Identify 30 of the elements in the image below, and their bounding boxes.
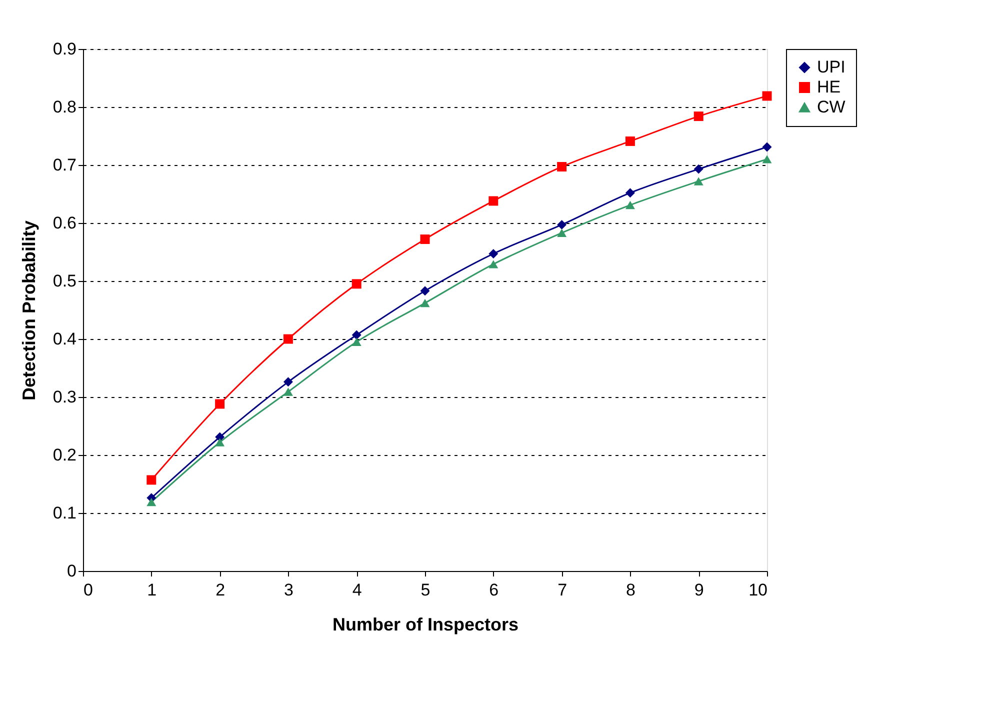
y-tick-label: 0.5 (52, 272, 76, 290)
x-tick-label: 3 (284, 580, 294, 600)
x-tick-label: 6 (489, 580, 499, 600)
y-tick-label: 0.3 (52, 388, 76, 406)
y-axis-title: Detection Probability (18, 220, 39, 401)
legend-label: HE (817, 78, 841, 96)
x-tick-label: 5 (420, 580, 430, 600)
x-axis-title: Number of Inspectors (332, 614, 519, 634)
y-tick-label: 0.2 (52, 446, 76, 464)
x-tick-label: 9 (694, 580, 704, 600)
y-tick-label: 0.6 (52, 214, 76, 232)
point (488, 248, 498, 258)
y-tick-label: 0.8 (52, 98, 76, 116)
point (557, 162, 567, 172)
point (557, 220, 567, 230)
y-tick-label: 0.4 (52, 330, 76, 348)
x-tick-label: 0 (84, 580, 93, 600)
legend-label: UPI (817, 58, 846, 76)
x-tick-label: 4 (352, 580, 362, 600)
x-tick-label: 7 (558, 580, 568, 600)
x-tick-label: 1 (147, 580, 157, 600)
point (420, 234, 430, 244)
x-tick-label: 8 (626, 580, 636, 600)
y-tick-label: 0.9 (52, 40, 76, 58)
y-tick-label: 0 (67, 562, 76, 580)
x-tick-label: 10 (748, 580, 768, 600)
y-tick-label: 0.7 (52, 156, 76, 174)
x-tick-label: 2 (216, 580, 226, 600)
y-tick-label: 0.1 (52, 504, 76, 522)
legend-label: CW (817, 98, 846, 116)
